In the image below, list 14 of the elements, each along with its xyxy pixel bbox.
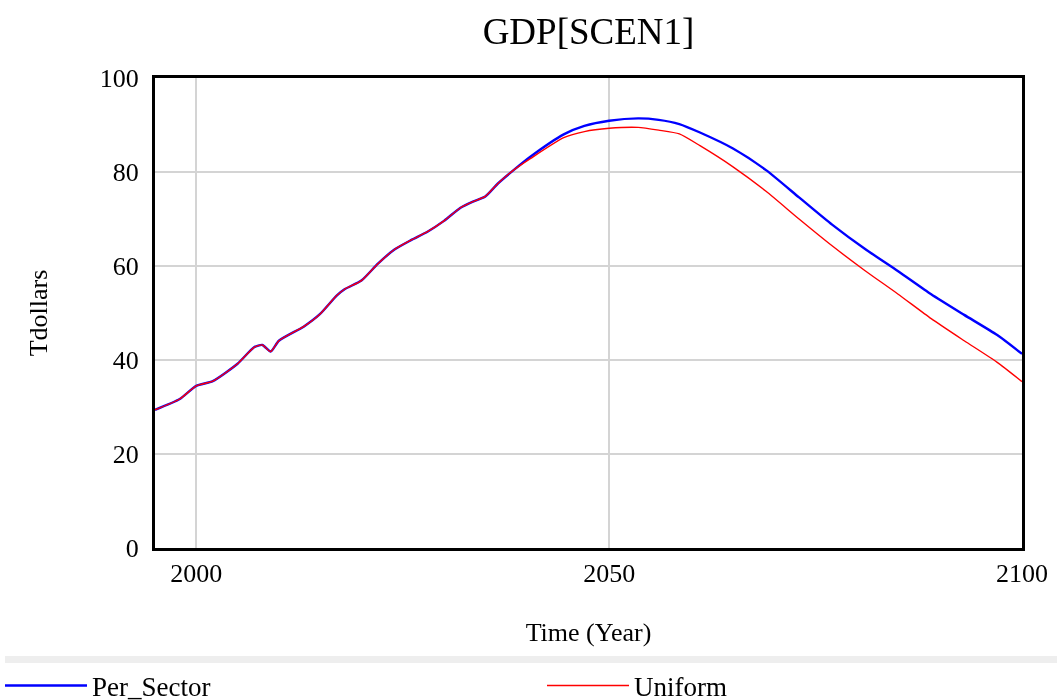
x-tick-label: 2100 <box>996 559 1048 589</box>
legend-label: Uniform <box>634 672 727 700</box>
chart-title: GDP[SCEN1] <box>482 10 695 52</box>
y-tick-label: 40 <box>112 346 139 376</box>
legend-label: Per_Sector <box>92 672 211 700</box>
y-tick-label: 20 <box>112 440 139 470</box>
y-axis-title: Tdollars <box>24 269 54 357</box>
x-axis-title: Time (Year) <box>525 617 652 647</box>
y-tick-label: 80 <box>112 158 139 188</box>
x-tick-label: 2050 <box>583 559 636 589</box>
y-tick-label: 100 <box>99 64 139 94</box>
x-tick-label: 2000 <box>170 559 223 589</box>
y-tick-label: 60 <box>112 252 139 282</box>
y-tick-label: 0 <box>125 534 139 564</box>
